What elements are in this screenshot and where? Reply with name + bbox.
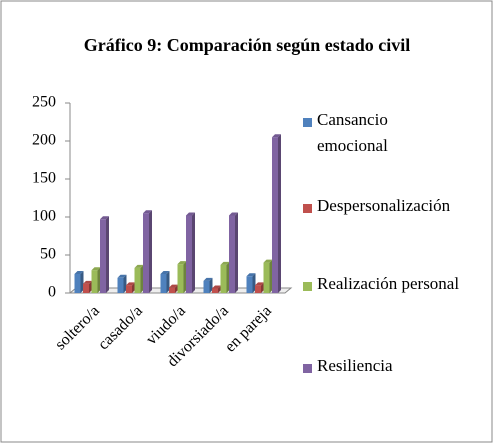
bar bbox=[134, 267, 141, 293]
bar-top bbox=[91, 267, 101, 271]
bar-top bbox=[126, 282, 135, 286]
bar-top bbox=[177, 261, 187, 265]
legend-item: Cansancio emocional bbox=[303, 110, 427, 159]
bar-side bbox=[123, 274, 127, 293]
bar-top bbox=[263, 259, 273, 263]
legend-swatch bbox=[303, 364, 312, 373]
bar bbox=[100, 219, 106, 293]
bar-top bbox=[143, 210, 152, 214]
bar bbox=[117, 277, 124, 293]
bar bbox=[255, 285, 261, 293]
bar-side bbox=[89, 280, 92, 293]
bar-side bbox=[209, 277, 213, 293]
bar-top bbox=[255, 282, 264, 286]
legend-item: Realización personal bbox=[303, 274, 482, 297]
bar bbox=[177, 264, 184, 293]
bar bbox=[91, 270, 98, 293]
bar-top bbox=[160, 271, 170, 274]
bar-side bbox=[183, 261, 187, 293]
bar bbox=[246, 276, 253, 293]
bar-side bbox=[149, 210, 152, 293]
bar-side bbox=[132, 282, 135, 293]
bar-side bbox=[235, 212, 238, 293]
bar-side bbox=[252, 273, 256, 293]
bar-top bbox=[100, 216, 109, 220]
bar-top bbox=[272, 134, 281, 138]
bar bbox=[220, 264, 227, 293]
bar-top bbox=[134, 264, 144, 268]
y-tick-label: 200 bbox=[32, 132, 56, 149]
y-tick-label: 250 bbox=[32, 94, 56, 111]
bar-side bbox=[175, 284, 178, 293]
bar-top bbox=[220, 261, 230, 265]
bar-top bbox=[83, 280, 92, 284]
bar bbox=[203, 280, 210, 293]
bar bbox=[143, 213, 149, 293]
bar-top bbox=[229, 212, 238, 216]
bar bbox=[169, 287, 175, 293]
legend-label: Realización personal bbox=[317, 274, 460, 293]
y-tick-label: 0 bbox=[48, 284, 56, 301]
bar bbox=[126, 285, 132, 293]
bar bbox=[186, 215, 192, 293]
chart-title: Gráfico 9: Comparación según estado civi… bbox=[84, 35, 410, 55]
bar-side bbox=[226, 261, 230, 293]
bar-side bbox=[261, 282, 264, 293]
bar bbox=[229, 215, 235, 293]
bar-side bbox=[140, 264, 144, 293]
legend-swatch bbox=[303, 204, 312, 213]
legend-item: Despersonalización bbox=[303, 196, 482, 219]
bar-side bbox=[166, 271, 170, 293]
y-tick-label: 100 bbox=[32, 208, 56, 225]
bar-top bbox=[203, 277, 213, 281]
y-tick-label: 50 bbox=[40, 246, 56, 263]
bar bbox=[74, 274, 81, 293]
bar-top bbox=[212, 285, 221, 289]
bar-top bbox=[117, 274, 127, 278]
legend-item: Resiliencia bbox=[303, 356, 482, 379]
legend-swatch bbox=[303, 282, 312, 291]
legend-label: Resiliencia bbox=[317, 356, 393, 375]
legend-label: Despersonalización bbox=[317, 196, 451, 215]
bar bbox=[83, 283, 89, 293]
bar bbox=[212, 288, 218, 293]
bar-side bbox=[106, 216, 109, 293]
bar-top bbox=[246, 273, 256, 277]
bar-top bbox=[186, 212, 195, 216]
y-tick-label: 150 bbox=[32, 170, 56, 187]
bar-side bbox=[192, 212, 195, 293]
bar-top bbox=[169, 284, 178, 288]
legend-label: Cansancio emocional bbox=[317, 110, 388, 155]
bar-side bbox=[218, 285, 221, 293]
bar bbox=[263, 262, 270, 293]
bar-side bbox=[80, 271, 84, 293]
bar bbox=[272, 137, 278, 293]
bar-side bbox=[278, 134, 281, 293]
legend-swatch bbox=[303, 118, 312, 127]
bar-side bbox=[269, 259, 273, 293]
bar bbox=[160, 274, 167, 293]
bar-top bbox=[74, 271, 84, 274]
bar-side bbox=[97, 267, 101, 293]
